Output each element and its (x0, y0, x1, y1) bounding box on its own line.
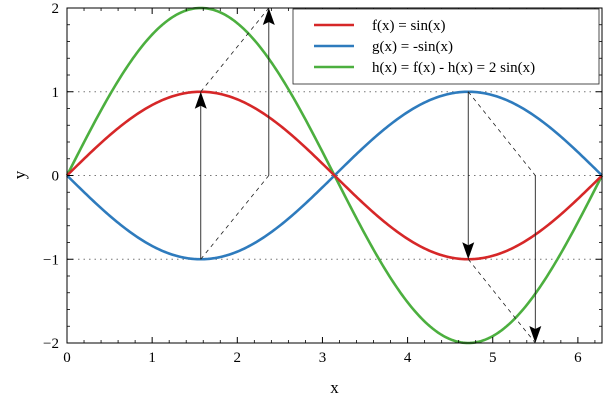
dashed-guide-line (467, 91, 536, 176)
x-tick-label: 2 (234, 350, 242, 366)
arrow-head (462, 242, 475, 260)
y-tick-label: −2 (43, 336, 59, 352)
y-tick-label: 2 (52, 1, 60, 17)
y-tick-label: 1 (52, 85, 60, 101)
axis-ticks: 0 1 2 3 4 5 6 −2 −1 0 1 2 (43, 1, 602, 366)
x-tick-label: 3 (319, 350, 327, 366)
y-axis-label: y (10, 170, 29, 179)
legend-items: f(x) = sin(x) g(x) = -sin(x) h(x) = f(x) -… (314, 18, 535, 76)
dashed-guide-line (200, 7, 270, 93)
series-line (66, 90, 603, 261)
arrow-head (262, 8, 275, 25)
legend-label: h(x) = f(x) - h(x) = 2 sin(x) (372, 60, 535, 76)
legend-label: g(x) = -sin(x) (372, 39, 453, 55)
arrow-head (194, 91, 207, 109)
x-tick-label: 4 (404, 350, 412, 366)
y-tick-label: −1 (43, 252, 59, 268)
series-lines (65, 6, 604, 345)
x-tick-label: 6 (574, 350, 582, 366)
arrow-head (529, 326, 542, 343)
dashed-guide-line (467, 258, 536, 344)
x-tick-label: 0 (63, 350, 71, 366)
y-tick-label: 0 (52, 169, 60, 185)
x-axis-label: x (330, 378, 339, 397)
gridlines (67, 91, 602, 260)
dashed-guide-line (200, 175, 270, 260)
annotation-arrows (194, 7, 542, 344)
legend: f(x) = sin(x) g(x) = -sin(x) h(x) = f(x) -… (292, 8, 600, 85)
legend-label: f(x) = sin(x) (372, 18, 445, 34)
x-tick-label: 5 (489, 350, 497, 366)
x-tick-label: 1 (148, 350, 156, 366)
